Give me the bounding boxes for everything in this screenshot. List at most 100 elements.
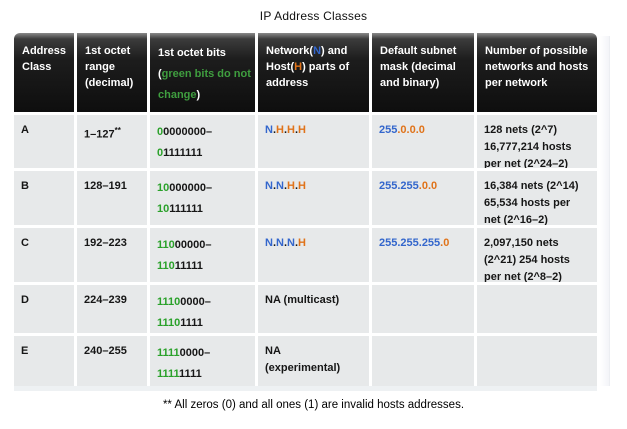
- text-segment: .: [272, 180, 277, 192]
- text-line: Address: [22, 43, 69, 59]
- text-segment: mask (decimal: [380, 61, 456, 73]
- table-bottom-strip: [14, 386, 597, 391]
- cell-e-networks-hosts-count: [477, 336, 597, 388]
- text-segment: N: [287, 237, 295, 249]
- text-segment: 110: [157, 239, 175, 251]
- text-segment: A: [21, 124, 29, 136]
- text-segment: H: [287, 180, 295, 192]
- text-line: 11111111: [157, 364, 252, 385]
- text-segment: 128 nets (2^7): [484, 124, 558, 136]
- text-segment: 0: [157, 147, 164, 159]
- text-line: networks and hosts: [485, 59, 592, 75]
- text-segment: 1111: [157, 368, 180, 380]
- text-line: and binary): [380, 75, 469, 91]
- text-segment: ) parts of: [302, 61, 350, 73]
- text-segment: 1111111: [163, 147, 203, 159]
- text-segment: 65,534 hosts per: [484, 197, 571, 209]
- text-line: 128 nets (2^7): [484, 122, 594, 139]
- text-segment: NA: [265, 345, 281, 357]
- text-segment: N: [265, 180, 273, 192]
- text-segment: and binary): [380, 77, 440, 89]
- text-segment: address: [266, 77, 309, 89]
- text-segment: H: [298, 180, 306, 192]
- text-line: address: [266, 75, 364, 91]
- text-line: Class: [22, 59, 69, 75]
- text-line: 10111111: [157, 199, 252, 220]
- text-line: 11110000–: [157, 343, 252, 364]
- text-line: (experimental): [265, 360, 366, 377]
- footnote: ** All zeros (0) and all ones (1) are in…: [162, 399, 465, 411]
- text-segment: .: [283, 237, 288, 249]
- text-segment: NA (multicast): [265, 294, 340, 306]
- text-line: N.N.N.H: [265, 235, 366, 252]
- text-segment: ): [196, 89, 201, 101]
- text-line: 00000000–: [157, 122, 252, 143]
- cell-a-first-octet-bits: 00000000– 01111111: [150, 115, 255, 168]
- text-segment: net (2^16–2): [484, 214, 548, 225]
- cell-a-address-class: A: [14, 115, 74, 168]
- text-segment: (: [158, 68, 162, 80]
- cell-a-default-subnet-mask: 255.0.0.0: [372, 115, 474, 168]
- cell-e-default-subnet-mask: [372, 336, 474, 388]
- text-segment: N: [265, 124, 273, 136]
- text-line: 255.255.255.0: [379, 235, 471, 252]
- text-segment: D: [21, 294, 29, 306]
- text-segment: range: [85, 61, 115, 73]
- text-line: change): [158, 85, 250, 106]
- cell-c-default-subnet-mask: 255.255.255.0: [372, 228, 474, 282]
- cell-b-networks-hosts-count: 16,384 nets (2^14) 65,534 hosts per net (2…: [477, 171, 597, 225]
- cell-a-network-host-parts: N.H.H.H: [258, 115, 369, 168]
- header-address-class: Address Class: [14, 33, 74, 112]
- text-segment: .: [294, 180, 299, 192]
- cell-c-networks-hosts-count: 2,097,150 nets (2^21) 254 hosts per net (2…: [477, 228, 597, 282]
- text-line: C: [21, 235, 71, 252]
- text-segment: .0: [440, 237, 450, 249]
- cell-b-default-subnet-mask: 255.255.0.0: [372, 171, 474, 225]
- text-line: 11101111: [157, 313, 252, 333]
- text-segment: H: [276, 124, 284, 136]
- cell-e-first-octet-range: 240–255: [77, 336, 147, 388]
- text-segment: (2^21) 254 hosts: [484, 254, 570, 266]
- text-segment: H: [294, 61, 303, 73]
- text-segment: C: [21, 237, 29, 249]
- text-segment: Host(: [266, 61, 295, 73]
- text-segment: 0: [157, 126, 164, 138]
- cell-a-first-octet-range: 1–127**: [77, 115, 147, 168]
- cell-e-first-octet-bits: 11110000– 11111111: [150, 336, 255, 388]
- text-line: Default subnet: [380, 43, 469, 59]
- text-segment: 1–127: [84, 128, 115, 141]
- text-line: E: [21, 343, 71, 360]
- text-segment: N: [276, 180, 284, 192]
- text-segment: 110: [157, 260, 175, 272]
- text-segment: 2,097,150 nets: [484, 237, 559, 249]
- scrollbar-track[interactable]: [600, 36, 610, 386]
- text-segment: (experimental): [265, 362, 341, 374]
- cell-e-network-host-parts: NA (experimental): [258, 336, 369, 388]
- cell-d-first-octet-range: 224–239: [77, 285, 147, 333]
- text-line: 224–239: [84, 292, 144, 309]
- text-line: 2,097,150 nets: [484, 235, 594, 252]
- cell-c-network-host-parts: N.N.N.H: [258, 228, 369, 282]
- text-segment: Network(: [266, 45, 314, 57]
- text-segment: **: [114, 126, 121, 135]
- text-line: (2^21) 254 hosts: [484, 252, 594, 269]
- text-segment: H: [287, 124, 295, 136]
- text-line: D: [21, 292, 71, 309]
- cell-a-networks-hosts-count: 128 nets (2^7) 16,777,214 hosts per net (2…: [477, 115, 597, 168]
- text-line: 1st octet bits: [158, 43, 250, 64]
- text-line: mask (decimal: [380, 59, 469, 75]
- text-segment: 16,777,214 hosts: [484, 141, 572, 153]
- text-line: Host(H) parts of: [266, 59, 364, 75]
- text-line: 255.0.0.0: [379, 122, 471, 139]
- text-segment: 255.255.255: [379, 237, 441, 249]
- text-line: NA (multicast): [265, 292, 366, 309]
- text-line: per network: [485, 75, 592, 91]
- text-segment: change: [158, 89, 197, 101]
- text-segment: Number of possible: [485, 45, 588, 57]
- text-segment: green bits do not: [161, 68, 251, 80]
- text-segment: 128–191: [84, 180, 127, 192]
- text-segment: 16,384 nets (2^14): [484, 180, 579, 192]
- text-line: 10000000–: [157, 178, 252, 199]
- text-segment: E: [21, 345, 29, 357]
- text-segment: (decimal): [85, 77, 134, 89]
